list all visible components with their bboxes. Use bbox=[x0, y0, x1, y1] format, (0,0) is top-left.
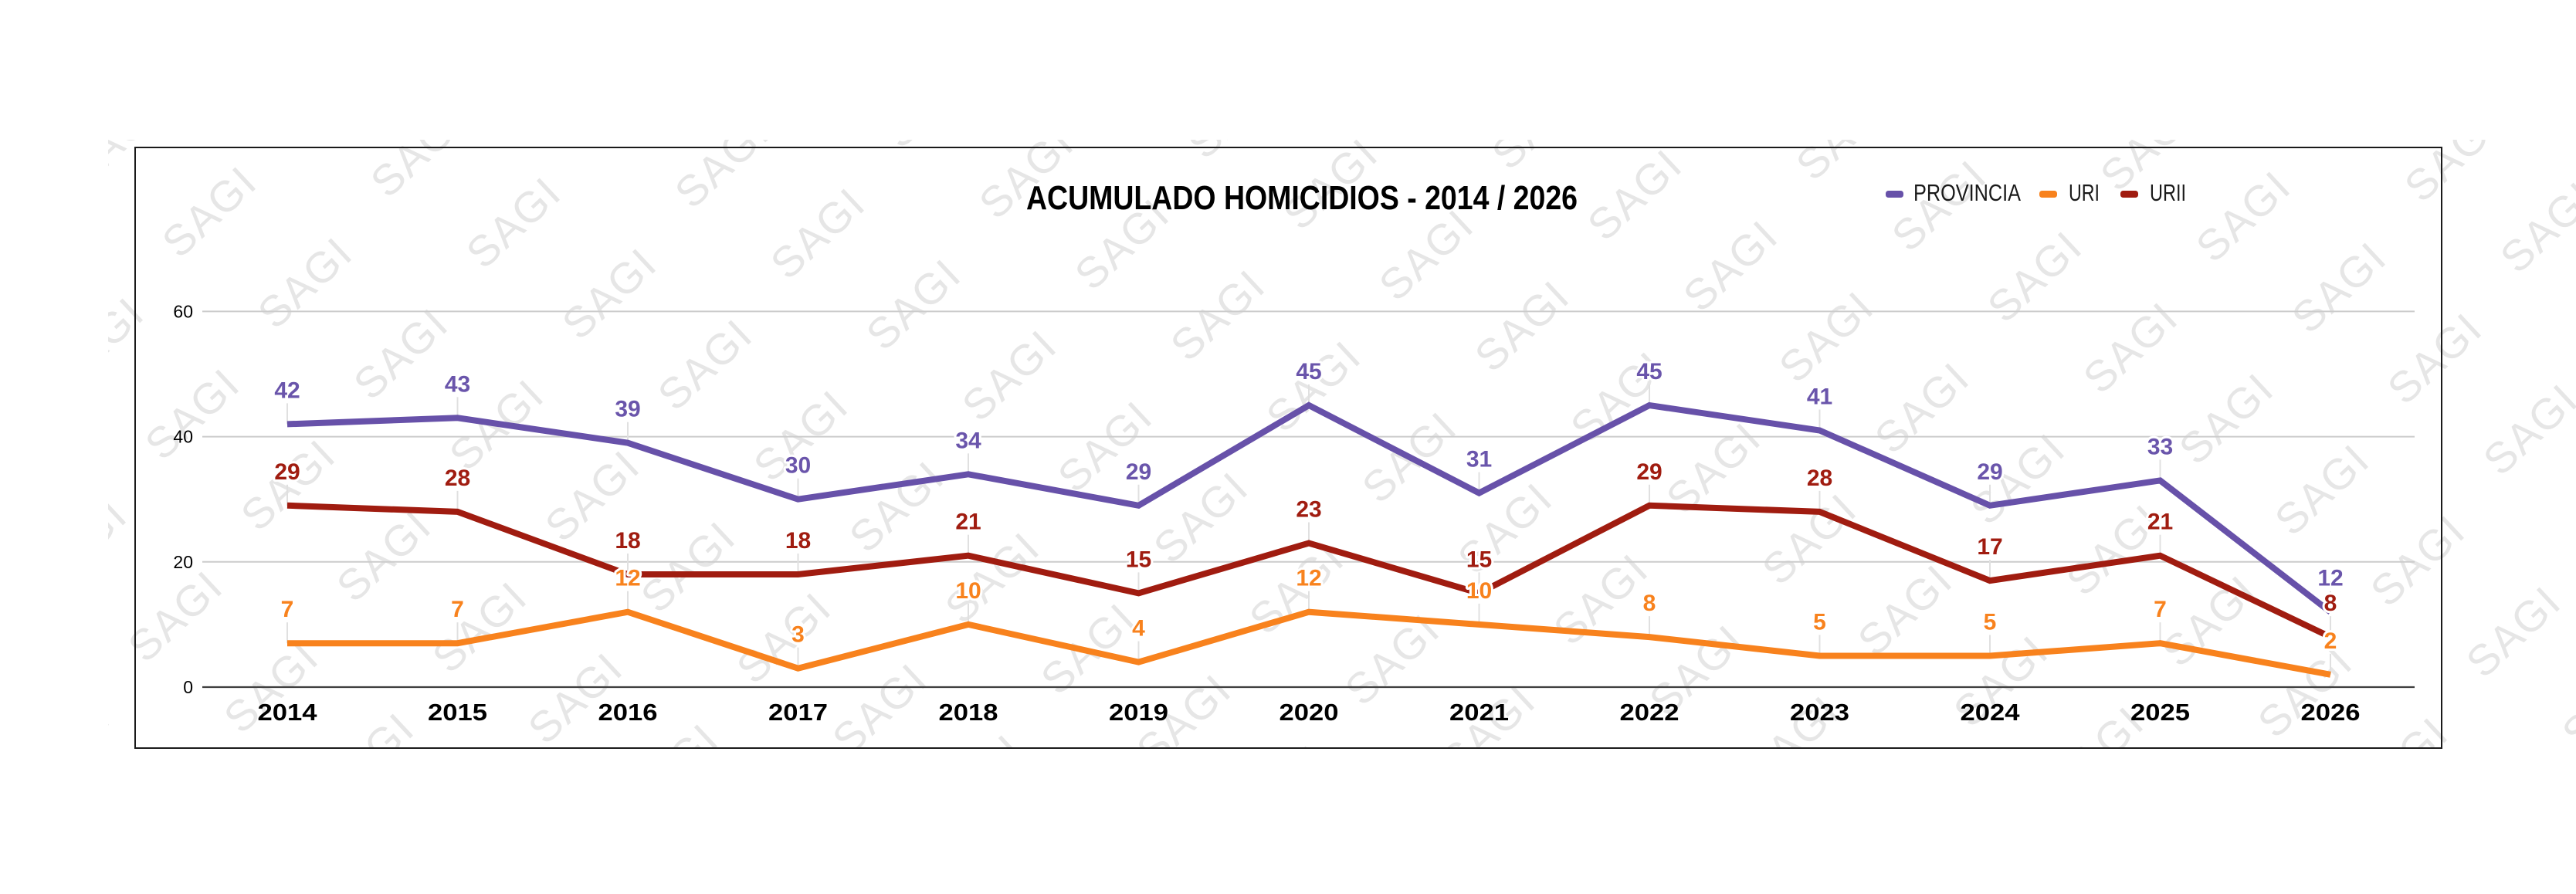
svg-text:21: 21 bbox=[955, 510, 981, 535]
svg-text:2017: 2017 bbox=[768, 699, 828, 726]
svg-text:28: 28 bbox=[1807, 466, 1832, 491]
svg-text:2021: 2021 bbox=[1449, 699, 1509, 726]
svg-text:33: 33 bbox=[2147, 434, 2173, 459]
svg-text:39: 39 bbox=[615, 397, 640, 422]
svg-text:12: 12 bbox=[615, 566, 640, 591]
svg-text:5: 5 bbox=[1984, 610, 1997, 635]
svg-text:15: 15 bbox=[1126, 547, 1151, 572]
svg-text:23: 23 bbox=[1296, 497, 1321, 523]
svg-text:4: 4 bbox=[1132, 616, 1145, 642]
svg-text:2026: 2026 bbox=[2301, 699, 2361, 726]
svg-text:12: 12 bbox=[1296, 566, 1321, 591]
svg-text:2024: 2024 bbox=[1961, 699, 2021, 726]
svg-text:18: 18 bbox=[785, 528, 811, 554]
svg-text:41: 41 bbox=[1807, 384, 1832, 410]
svg-text:29: 29 bbox=[1126, 459, 1151, 485]
svg-text:45: 45 bbox=[1296, 359, 1321, 384]
svg-text:PROVINCIA: PROVINCIA bbox=[1913, 179, 2021, 206]
svg-text:20: 20 bbox=[173, 552, 193, 572]
svg-text:2016: 2016 bbox=[598, 699, 658, 726]
svg-text:2018: 2018 bbox=[939, 699, 998, 726]
svg-text:8: 8 bbox=[2324, 591, 2337, 616]
svg-text:60: 60 bbox=[173, 301, 193, 321]
svg-text:2023: 2023 bbox=[1790, 699, 1849, 726]
svg-text:2020: 2020 bbox=[1280, 699, 1339, 726]
svg-text:18: 18 bbox=[615, 528, 640, 554]
svg-text:2: 2 bbox=[2324, 628, 2337, 654]
svg-text:5: 5 bbox=[1813, 610, 1826, 635]
svg-text:7: 7 bbox=[2154, 597, 2167, 622]
svg-text:29: 29 bbox=[1636, 459, 1662, 485]
svg-text:2015: 2015 bbox=[428, 699, 487, 726]
svg-text:30: 30 bbox=[785, 453, 811, 479]
svg-text:17: 17 bbox=[1977, 534, 2002, 560]
svg-text:10: 10 bbox=[1466, 578, 1492, 604]
svg-text:29: 29 bbox=[1977, 459, 2002, 485]
svg-text:29: 29 bbox=[274, 459, 300, 485]
svg-text:42: 42 bbox=[274, 378, 300, 403]
svg-text:2014: 2014 bbox=[258, 699, 318, 726]
svg-text:2019: 2019 bbox=[1109, 699, 1168, 726]
svg-text:34: 34 bbox=[955, 428, 981, 453]
svg-text:12: 12 bbox=[2317, 566, 2343, 591]
svg-text:URII: URII bbox=[2150, 179, 2186, 206]
svg-text:2025: 2025 bbox=[2130, 699, 2190, 726]
svg-text:21: 21 bbox=[2147, 510, 2173, 535]
svg-text:0: 0 bbox=[183, 677, 193, 697]
svg-text:43: 43 bbox=[445, 371, 470, 397]
svg-text:URI: URI bbox=[2069, 179, 2100, 206]
svg-text:45: 45 bbox=[1636, 359, 1662, 384]
svg-text:2022: 2022 bbox=[1620, 699, 1679, 726]
svg-text:10: 10 bbox=[955, 578, 981, 604]
svg-text:40: 40 bbox=[173, 427, 193, 447]
svg-text:7: 7 bbox=[451, 597, 464, 622]
svg-text:ACUMULADO HOMICIDIOS - 2014 /: ACUMULADO HOMICIDIOS - 2014 / 2026 bbox=[1026, 179, 1578, 217]
svg-text:8: 8 bbox=[1643, 591, 1656, 616]
svg-text:28: 28 bbox=[445, 466, 470, 491]
svg-text:31: 31 bbox=[1466, 447, 1492, 472]
svg-text:7: 7 bbox=[281, 597, 294, 622]
svg-text:3: 3 bbox=[791, 622, 805, 648]
svg-text:15: 15 bbox=[1466, 547, 1492, 572]
